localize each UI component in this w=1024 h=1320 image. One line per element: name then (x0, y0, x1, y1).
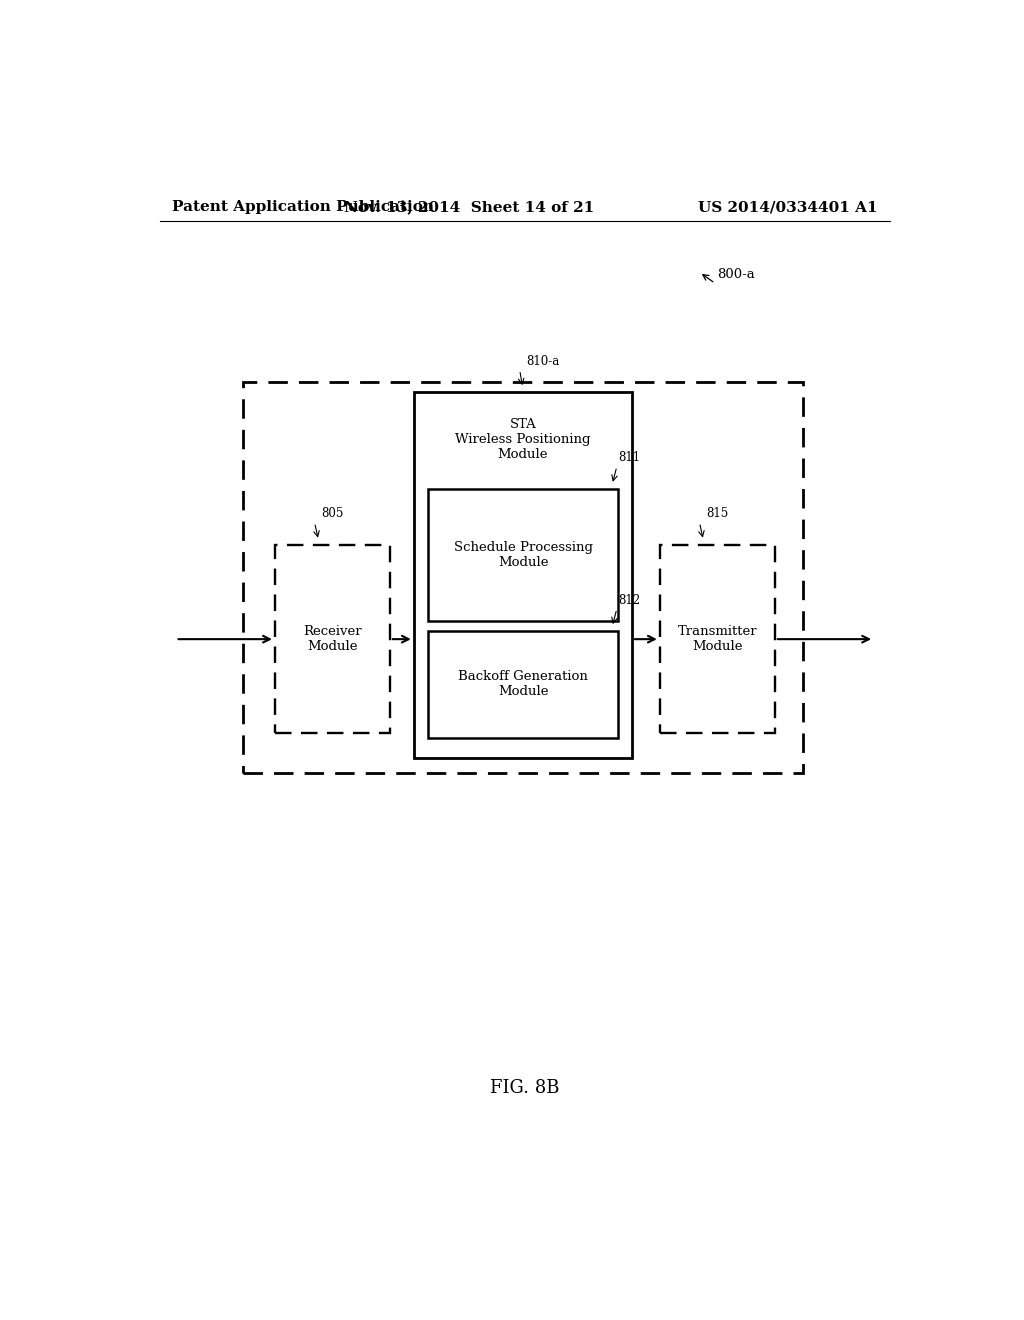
Text: 811: 811 (618, 451, 641, 465)
Text: US 2014/0334401 A1: US 2014/0334401 A1 (698, 201, 878, 214)
Bar (274, 545, 390, 733)
Bar (659, 545, 775, 733)
Bar (428, 488, 618, 620)
Text: Receiver
Module: Receiver Module (303, 624, 361, 652)
Text: 815: 815 (707, 507, 729, 520)
Bar (243, 381, 803, 774)
Text: 805: 805 (322, 507, 344, 520)
Bar (428, 631, 618, 738)
Text: Schedule Processing
Module: Schedule Processing Module (454, 541, 593, 569)
Bar (414, 392, 632, 758)
Text: Patent Application Publication: Patent Application Publication (172, 201, 433, 214)
Text: 810-a: 810-a (526, 355, 559, 368)
Text: 800-a: 800-a (717, 268, 755, 281)
Text: Nov. 13, 2014  Sheet 14 of 21: Nov. 13, 2014 Sheet 14 of 21 (344, 201, 594, 214)
Text: Transmitter
Module: Transmitter Module (678, 624, 757, 652)
Text: FIG. 8B: FIG. 8B (490, 1080, 559, 1097)
Text: Backoff Generation
Module: Backoff Generation Module (459, 671, 588, 698)
Text: STA
Wireless Positioning
Module: STA Wireless Positioning Module (455, 417, 591, 461)
Text: 812: 812 (618, 594, 641, 607)
